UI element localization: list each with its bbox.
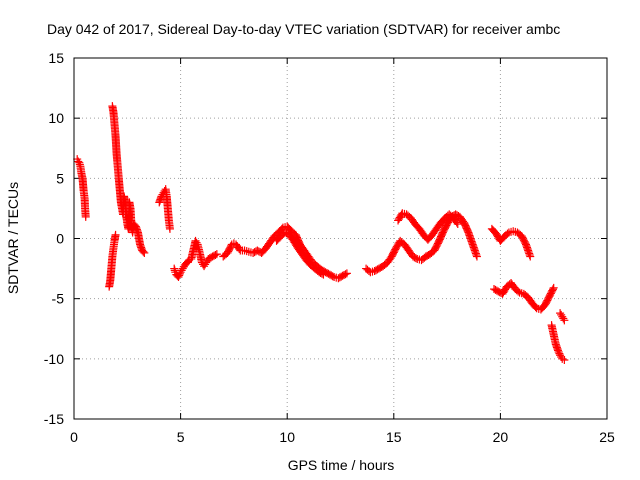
data-point [342, 269, 351, 278]
x-tick-label: 15 [386, 429, 402, 445]
data-point [453, 220, 462, 229]
grid-lines [74, 58, 607, 419]
data-point [140, 248, 149, 257]
x-tick-label: 0 [70, 429, 78, 445]
data-point [139, 247, 148, 256]
data-point [560, 356, 569, 365]
data-point [503, 229, 512, 238]
data-points [73, 102, 569, 365]
data-point [242, 247, 251, 256]
data-point [111, 230, 120, 239]
data-point [81, 212, 90, 221]
data-point [549, 283, 558, 292]
x-tick-label: 5 [177, 429, 185, 445]
axis-ticks: 0 5 10 15 20 25 -15 -10 -5 0 5 10 15 [44, 50, 615, 445]
y-tick-label: -5 [52, 291, 65, 307]
data-point [211, 250, 220, 259]
data-point [514, 287, 523, 296]
data-point [341, 270, 350, 279]
data-point [548, 285, 557, 294]
y-tick-label: -15 [44, 411, 64, 427]
data-point [526, 252, 535, 261]
data-point [452, 218, 461, 227]
x-axis-label: GPS time / hours [288, 457, 395, 473]
data-point [175, 269, 184, 278]
x-tick-label: 10 [279, 429, 295, 445]
data-point [472, 252, 481, 261]
data-point [558, 312, 567, 321]
y-tick-label: 0 [56, 231, 64, 247]
x-tick-label: 25 [599, 429, 615, 445]
data-point [555, 349, 564, 358]
data-point [319, 270, 328, 279]
y-tick-label: 5 [56, 170, 64, 186]
y-tick-label: 10 [48, 110, 64, 126]
data-point [559, 314, 568, 323]
data-point [165, 224, 174, 233]
plot-frame [73, 57, 608, 420]
chart-title: Day 042 of 2017, Sidereal Day-to-day VTE… [47, 21, 560, 37]
x-tick-label: 20 [493, 429, 509, 445]
data-point [560, 316, 569, 325]
data-point [328, 272, 337, 281]
y-tick-label: -10 [44, 351, 64, 367]
data-point [318, 269, 327, 278]
data-point [192, 238, 201, 247]
data-point [212, 250, 221, 259]
data-point [411, 254, 420, 263]
y-tick-label: 15 [48, 50, 64, 66]
y-axis-label: SDTVAR / TECUs [5, 182, 21, 294]
